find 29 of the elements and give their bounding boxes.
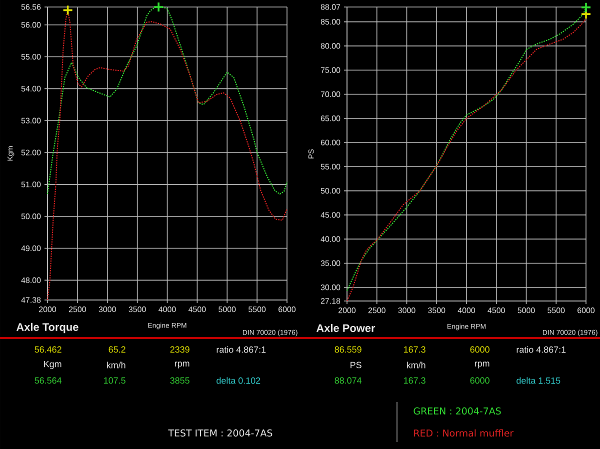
text: TEST ITEM : 2004-7AS <box>168 429 272 437</box>
text: ratio 4.867:1 <box>216 346 266 353</box>
line-series <box>46 6 288 195</box>
text: 88.074 <box>334 377 362 384</box>
text: 56.564 <box>34 377 62 384</box>
text: GREEN : 2004-7AS <box>414 407 501 415</box>
text: delta 0.102 <box>216 377 260 384</box>
text: 56.462 <box>34 346 62 353</box>
text: rpm <box>174 362 190 368</box>
text: 167.3 <box>404 377 426 384</box>
text: 107.5 <box>104 377 126 384</box>
line-series <box>46 10 288 301</box>
text: 3855 <box>170 377 190 384</box>
text: rpm <box>474 362 490 368</box>
text: 86.559 <box>334 346 362 353</box>
text: Axle Power <box>316 324 376 332</box>
text: 6000 <box>470 346 490 353</box>
text: PS <box>350 362 362 368</box>
text: 2339 <box>170 346 190 353</box>
text: 167.3 <box>404 346 426 353</box>
text: ratio 4.867:1 <box>516 346 566 353</box>
text: km/h <box>406 362 426 368</box>
text: delta 1.515 <box>516 377 560 384</box>
text: km/h <box>106 362 126 368</box>
text: RED : Normal muffler <box>414 429 514 437</box>
text: Kgm <box>44 360 62 369</box>
text: 65.2 <box>108 346 126 353</box>
text: Axle Torque <box>16 322 78 334</box>
text: 6000 <box>470 377 490 384</box>
